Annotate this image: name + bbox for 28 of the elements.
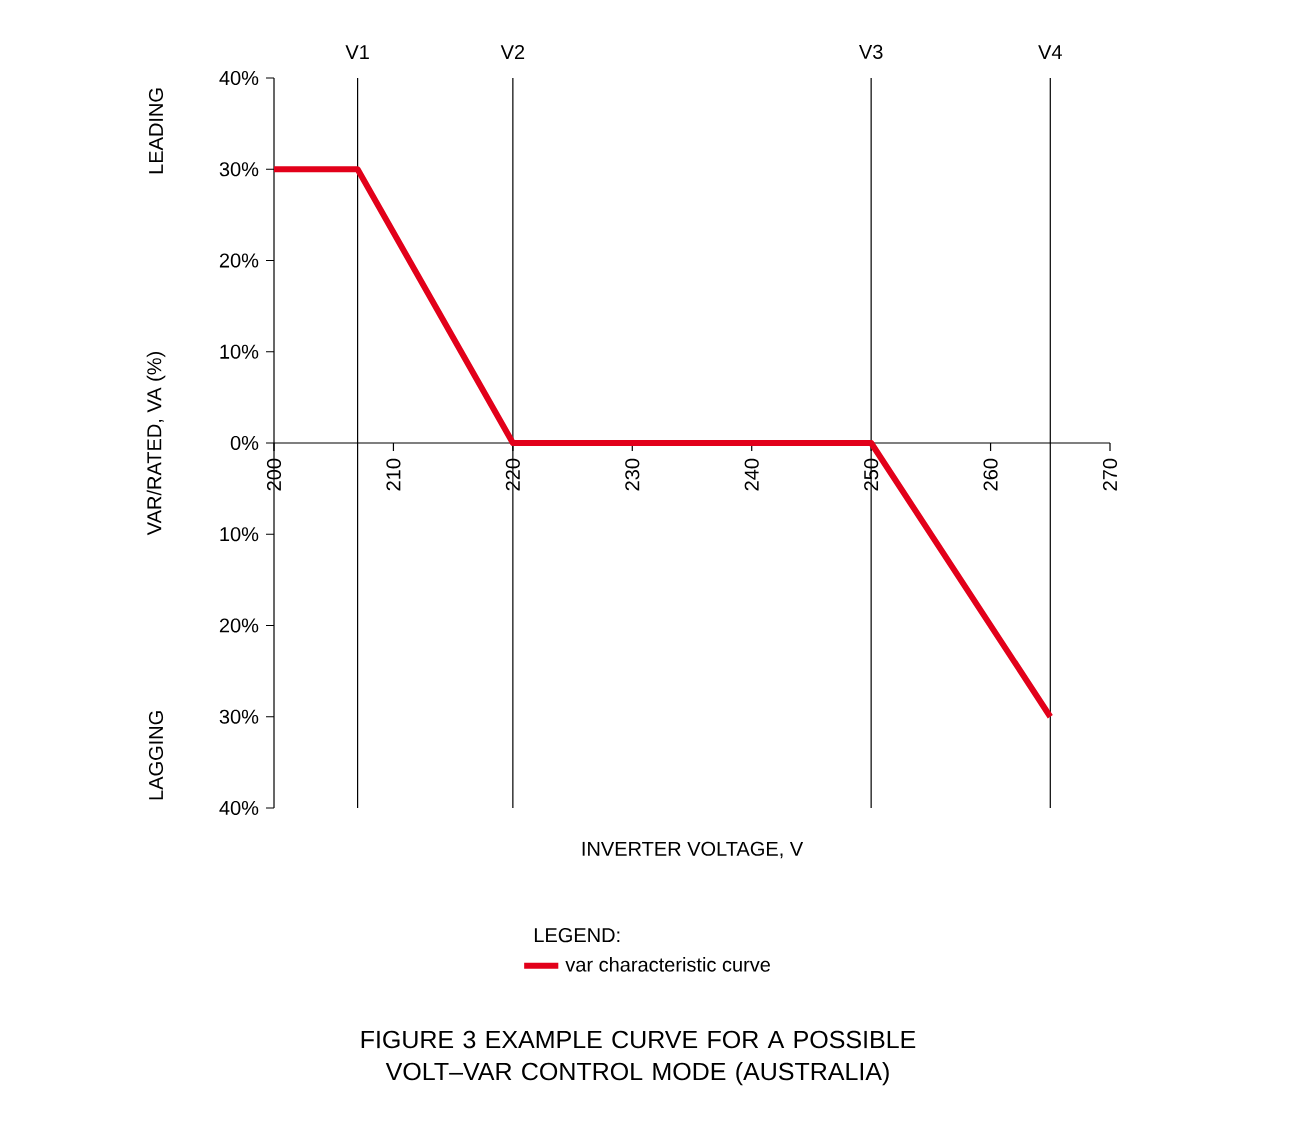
x-axis-title: INVERTER VOLTAGE, V bbox=[582, 841, 804, 859]
ref-line-label: V2 bbox=[500, 44, 525, 59]
x-tick-label: 200 bbox=[266, 458, 282, 491]
x-tick-label: 270 bbox=[1102, 458, 1118, 491]
ref-line-label: V4 bbox=[1038, 45, 1062, 59]
y-tick-label: 40% bbox=[219, 70, 259, 86]
y-tick-label: 30% bbox=[219, 162, 259, 177]
y-axis-title: VAR/RATED, VA (%) bbox=[146, 352, 166, 536]
legend-title: LEGEND: bbox=[534, 928, 620, 943]
ref-line-label: V3 bbox=[859, 44, 883, 59]
y-tick-label: 20% bbox=[219, 618, 259, 633]
y-tick-label: 0% bbox=[230, 435, 259, 451]
text: LAGGING bbox=[148, 711, 164, 800]
y-tick-label: 30% bbox=[219, 709, 259, 724]
x-tick-label: 240 bbox=[744, 458, 759, 491]
x-tick-label: 210 bbox=[386, 458, 401, 491]
ref-line-label: V1 bbox=[345, 45, 369, 59]
y-tick-label: 40% bbox=[219, 800, 259, 816]
legend-label: var characteristic curve bbox=[565, 957, 770, 972]
y-tick-label: 10% bbox=[220, 344, 259, 359]
text: LEADING bbox=[148, 88, 164, 174]
text: FIGURE 3 EXAMPLE CURVE FOR A POSSIBLE VOLT–VAR CONTROL MODE (AUSTRALIA) bbox=[361, 1030, 916, 1086]
y-tick-label: 20% bbox=[219, 253, 259, 268]
x-tick-label: 260 bbox=[983, 458, 998, 491]
x-tick-label: 220 bbox=[505, 458, 520, 491]
x-tick-label: 250 bbox=[864, 458, 879, 491]
x-tick-label: 230 bbox=[625, 458, 640, 491]
y-tick-label: 10% bbox=[220, 527, 259, 542]
